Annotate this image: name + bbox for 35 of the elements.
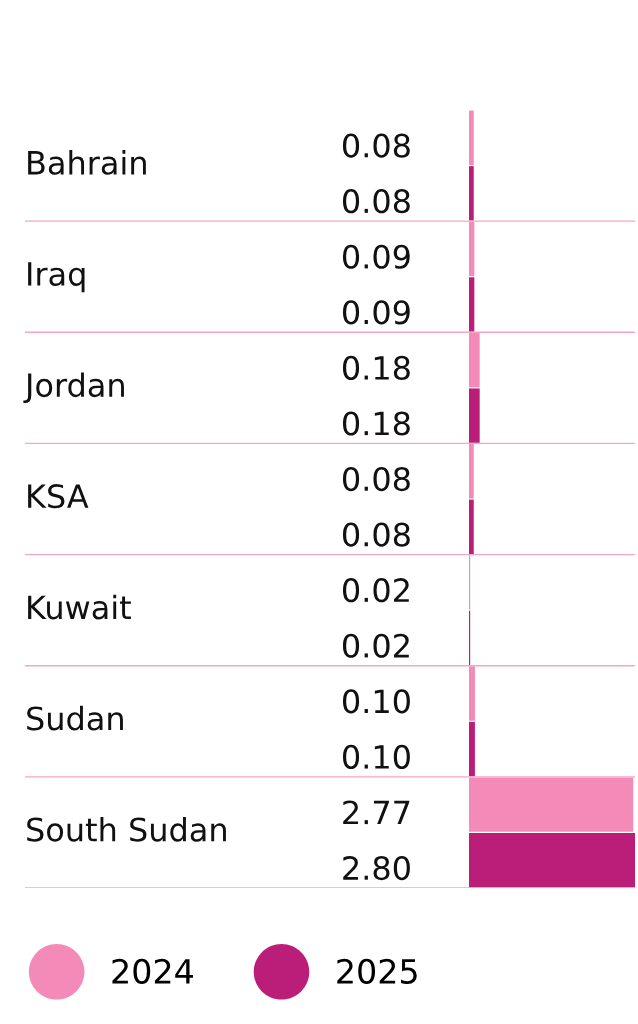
y-tick-label: Jordan [23,372,124,404]
y-tick-label: Iraq [28,262,85,293]
bar [469,221,475,277]
bar [469,332,480,388]
data-label: 0.02 [342,633,409,658]
bar [469,499,474,555]
data-label: 0.10 [342,689,410,714]
data-label: 0.09 [342,244,410,269]
bar [469,166,474,221]
bar [469,443,474,499]
y-tick-label: Kuwait [28,594,131,620]
bar [469,721,475,777]
data-label: 0.10 [342,744,410,769]
data-label: 0.18 [342,411,410,436]
bar [469,277,475,332]
y-tick-label: KSA [28,484,89,509]
data-label: 0.02 [342,578,409,603]
data-label: 0.08 [342,189,410,214]
y-tick-label: Bahrain [28,150,146,175]
legend-label: 2024 [112,958,193,984]
bar [469,666,475,721]
y-tick-label: Sudan [27,705,123,731]
data-label: 0.08 [342,522,410,547]
bar [469,832,635,888]
data-label: 0.08 [342,466,410,492]
data-label: 0.08 [342,133,410,158]
data-label: 2.80 [343,855,410,881]
data-label: 0.09 [342,300,410,325]
data-label: 2.77 [343,800,410,825]
bar [469,388,480,443]
bar [469,777,634,832]
y-tick-label: South Sudan [27,816,226,842]
legend-label: 2025 [337,958,417,984]
data-label: 0.18 [342,355,410,380]
bar [469,110,474,166]
